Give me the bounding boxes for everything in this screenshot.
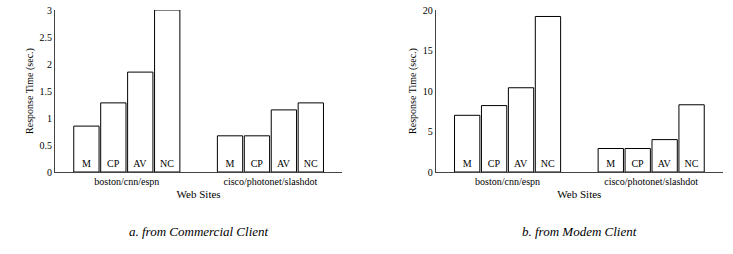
svg-text:Response Time (sec.): Response Time (sec.) bbox=[24, 48, 36, 134]
svg-text:0: 0 bbox=[428, 167, 433, 178]
svg-text:M: M bbox=[226, 158, 235, 169]
svg-text:10: 10 bbox=[423, 86, 433, 97]
svg-text:NC: NC bbox=[541, 158, 555, 169]
svg-text:15: 15 bbox=[423, 45, 433, 56]
svg-text:cisco/photonet/slashdot: cisco/photonet/slashdot bbox=[223, 176, 317, 187]
svg-text:5: 5 bbox=[428, 126, 433, 137]
svg-text:CP: CP bbox=[107, 158, 120, 169]
svg-text:1.5: 1.5 bbox=[40, 86, 53, 97]
svg-text:M: M bbox=[82, 158, 91, 169]
svg-text:CP: CP bbox=[488, 158, 501, 169]
svg-text:Web Sites: Web Sites bbox=[557, 188, 601, 200]
svg-text:NC: NC bbox=[684, 158, 698, 169]
svg-text:CP: CP bbox=[631, 158, 644, 169]
svg-text:Response Time (sec.): Response Time (sec.) bbox=[407, 48, 419, 134]
svg-text:NC: NC bbox=[304, 158, 318, 169]
svg-text:b. from Modem Client: b. from Modem Client bbox=[522, 224, 637, 239]
svg-text:2: 2 bbox=[47, 59, 52, 70]
svg-text:0: 0 bbox=[47, 167, 52, 178]
svg-text:0.5: 0.5 bbox=[40, 140, 53, 151]
svg-text:Web Sites: Web Sites bbox=[177, 188, 221, 200]
svg-text:cisco/photonet/slashdot: cisco/photonet/slashdot bbox=[604, 176, 698, 187]
svg-text:AV: AV bbox=[658, 158, 672, 169]
svg-text:20: 20 bbox=[423, 5, 433, 16]
svg-text:AV: AV bbox=[133, 158, 147, 169]
svg-text:M: M bbox=[463, 158, 472, 169]
svg-text:M: M bbox=[606, 158, 615, 169]
svg-text:boston/cnn/espn: boston/cnn/espn bbox=[94, 176, 159, 187]
svg-text:AV: AV bbox=[277, 158, 291, 169]
svg-text:CP: CP bbox=[251, 158, 264, 169]
svg-text:AV: AV bbox=[514, 158, 528, 169]
svg-text:1: 1 bbox=[47, 113, 52, 124]
svg-text:boston/cnn/espn: boston/cnn/espn bbox=[475, 176, 540, 187]
svg-text:a. from Commercial Client: a. from Commercial Client bbox=[129, 224, 269, 239]
svg-text:NC: NC bbox=[160, 158, 174, 169]
svg-text:2.5: 2.5 bbox=[40, 32, 53, 43]
svg-text:3: 3 bbox=[47, 5, 52, 16]
